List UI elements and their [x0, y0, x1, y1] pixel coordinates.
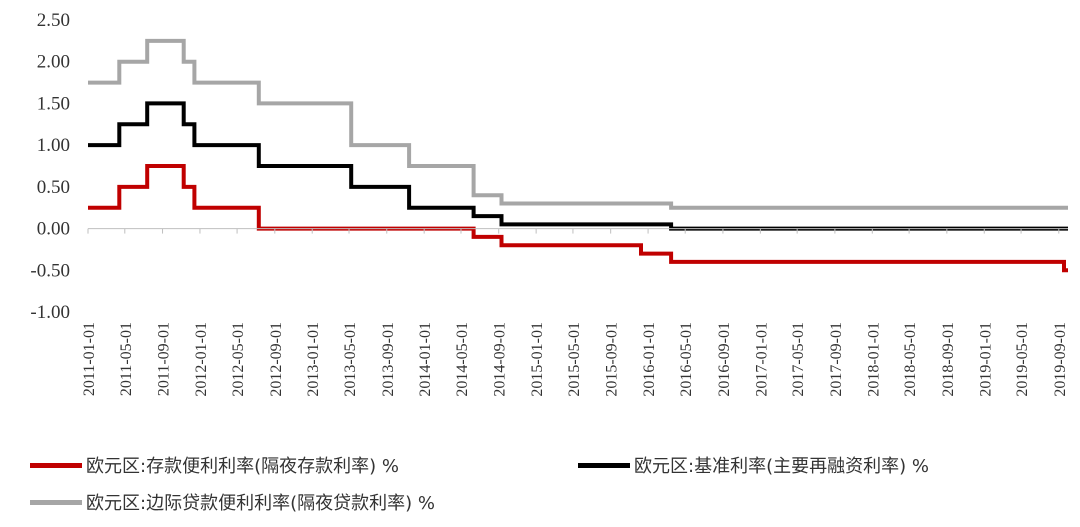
- x-tick-label: 2013-09-01: [380, 322, 397, 397]
- legend-label-lending-rate: 欧元区:边际贷款便利利率(隔夜贷款利率) %: [86, 493, 435, 514]
- x-tick-label: 2016-09-01: [716, 322, 733, 397]
- y-tick-label: 2.00: [37, 52, 70, 73]
- x-axis-labels: 2011-01-01 2011-05-01 2011-09-01 2012-01-01…: [81, 322, 1069, 397]
- y-tick-label: 1.00: [37, 135, 70, 156]
- y-tick-label: -1.00: [30, 302, 70, 323]
- x-tick-label: 2013-01-01: [305, 322, 322, 397]
- legend-label-deposit-rate: 欧元区:存款便利利率(隔夜存款利率) %: [86, 456, 399, 477]
- x-tick-label: 2018-01-01: [865, 322, 882, 397]
- series-refi-rate: [88, 101, 1068, 231]
- x-tick-label: 2011-09-01: [156, 322, 173, 396]
- x-tick-label: 2015-09-01: [604, 322, 621, 397]
- x-tick-label: 2011-01-01: [81, 322, 98, 396]
- x-tick-label: 2016-01-01: [641, 322, 658, 397]
- series-lending-rate: [88, 38, 1068, 210]
- x-axis-ticks: [87, 228, 1060, 234]
- x-tick-label: 2019-01-01: [977, 322, 994, 397]
- y-tick-label: 2.50: [37, 10, 70, 31]
- legend-item-refi-rate: 欧元区:基准利率(主要再融资利率) %: [578, 452, 929, 478]
- y-tick-label: 0.50: [37, 177, 70, 198]
- x-tick-label: 2013-05-01: [342, 322, 359, 397]
- x-tick-label: 2014-09-01: [492, 322, 509, 397]
- x-tick-label: 2011-05-01: [118, 322, 135, 396]
- legend-item-deposit-rate: 欧元区:存款便利利率(隔夜存款利率) %: [30, 452, 399, 478]
- x-tick-label: 2014-05-01: [454, 322, 471, 397]
- x-tick-label: 2012-01-01: [193, 322, 210, 397]
- y-axis-labels: 2.50 2.00 1.50 1.00 0.50 0.00 -0.50 -1.00: [30, 10, 70, 323]
- legend-label-refi-rate: 欧元区:基准利率(主要再融资利率) %: [634, 456, 929, 477]
- x-tick-label: 2014-01-01: [417, 322, 434, 397]
- y-tick-label: -0.50: [30, 260, 70, 281]
- x-tick-label: 2012-05-01: [230, 322, 247, 397]
- y-tick-label: 0.00: [37, 219, 70, 240]
- x-tick-label: 2019-09-01: [1052, 322, 1069, 397]
- x-tick-label: 2017-01-01: [753, 322, 770, 397]
- legend-item-lending-rate: 欧元区:边际贷款便利利率(隔夜贷款利率) %: [30, 489, 435, 515]
- y-tick-label: 1.50: [37, 93, 70, 114]
- series-lines: [88, 38, 1068, 273]
- x-tick-label: 2017-05-01: [790, 322, 807, 397]
- series-deposit-rate: [88, 164, 1068, 273]
- legend-swatch-refi-rate: [578, 462, 630, 468]
- x-tick-label: 2018-05-01: [902, 322, 919, 397]
- x-tick-label: 2015-01-01: [529, 322, 546, 397]
- legend-swatch-lending-rate: [30, 499, 82, 505]
- x-tick-label: 2012-09-01: [268, 322, 285, 397]
- x-tick-label: 2018-09-01: [940, 322, 957, 397]
- x-tick-label: 2015-05-01: [566, 322, 583, 397]
- x-tick-label: 2017-09-01: [828, 322, 845, 397]
- x-tick-label: 2019-05-01: [1014, 322, 1031, 397]
- x-tick-label: 2016-05-01: [678, 322, 695, 397]
- legend-swatch-deposit-rate: [30, 462, 82, 468]
